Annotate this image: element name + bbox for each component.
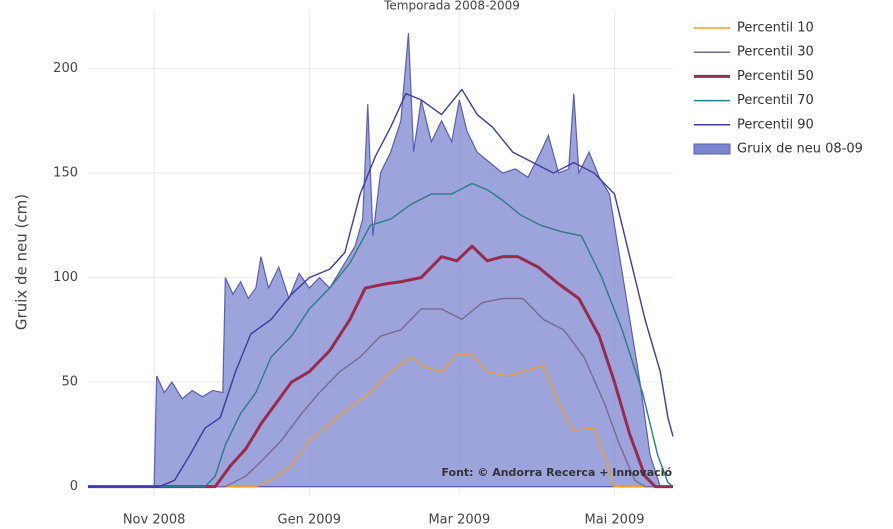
plot bbox=[88, 32, 674, 489]
source-note: Font: © Andorra Recerca + Innovació bbox=[441, 466, 672, 479]
legend-swatch bbox=[693, 143, 731, 155]
y-tick-label: 50 bbox=[61, 375, 78, 390]
legend-label: Percentil 70 bbox=[737, 93, 814, 108]
x-tick-label: Gen 2009 bbox=[278, 513, 342, 528]
percentile-line bbox=[88, 354, 673, 488]
x-tick-label: Mar 2009 bbox=[428, 513, 490, 528]
y-tick-label: 200 bbox=[53, 61, 78, 76]
percentile-line bbox=[88, 244, 673, 489]
x-tick-label: Nov 2008 bbox=[123, 513, 186, 528]
legend-label: Gruix de neu 08-09 bbox=[737, 142, 863, 157]
y-tick-label: 0 bbox=[70, 479, 78, 494]
y-tick-label: 100 bbox=[53, 270, 78, 285]
legend-label: Percentil 10 bbox=[737, 21, 814, 36]
legend-label: Percentil 50 bbox=[737, 69, 814, 84]
snow-depth-area bbox=[88, 32, 673, 488]
chart-title: Temporada 2008-2009 bbox=[383, 0, 520, 13]
legend-label: Percentil 30 bbox=[737, 45, 814, 60]
percentile-line bbox=[88, 88, 674, 488]
y-axis-label: Gruix de neu (cm) bbox=[13, 194, 31, 330]
legend-label: Percentil 90 bbox=[737, 117, 814, 132]
percentile-line bbox=[88, 182, 674, 488]
y-tick-label: 150 bbox=[53, 166, 78, 181]
percentile-line bbox=[88, 297, 673, 488]
legend: Percentil 10 Percentil 30 Percentil 50 Perc… bbox=[693, 21, 863, 157]
x-tick-label: Mai 2009 bbox=[584, 513, 644, 528]
